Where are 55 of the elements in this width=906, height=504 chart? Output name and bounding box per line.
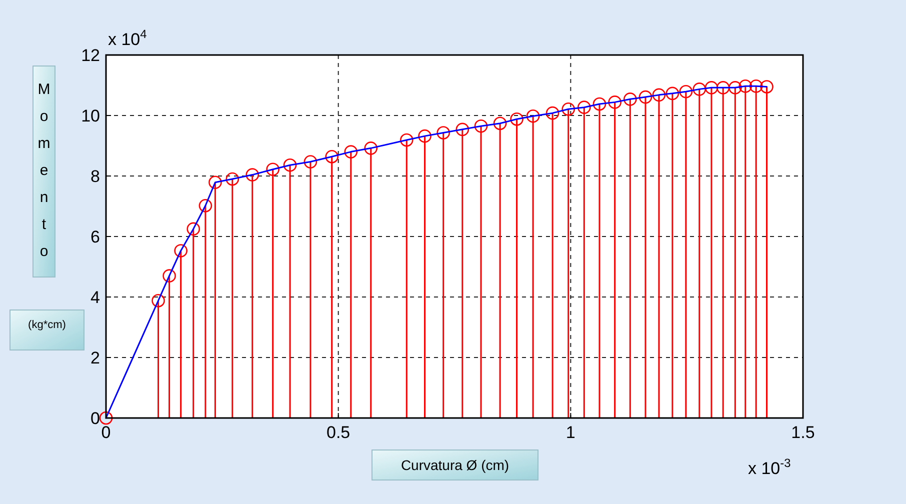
text: x 10$^{-3}$ bbox=[748, 456, 792, 478]
point bbox=[692, 82, 706, 96]
text: (kg*cm) bbox=[28, 319, 66, 331]
point bbox=[738, 80, 752, 93]
point bbox=[652, 88, 666, 102]
point bbox=[325, 150, 338, 164]
point bbox=[152, 294, 165, 308]
y-tick-label: 10 bbox=[81, 106, 100, 126]
point bbox=[749, 80, 763, 93]
point bbox=[666, 86, 680, 100]
point bbox=[493, 116, 507, 130]
point bbox=[246, 168, 260, 182]
point bbox=[174, 244, 188, 258]
point bbox=[623, 92, 637, 106]
point bbox=[99, 411, 113, 425]
point bbox=[728, 81, 742, 94]
point bbox=[577, 100, 591, 114]
point bbox=[418, 129, 432, 143]
y-tick-label: 2 bbox=[90, 348, 100, 368]
point bbox=[546, 106, 560, 120]
x-tick-label: 1 bbox=[566, 423, 576, 442]
point bbox=[638, 90, 652, 104]
point bbox=[283, 158, 297, 172]
y-tick-label: 4 bbox=[90, 288, 100, 307]
x-axis-title: Curvatura Ø (cm) bbox=[400, 457, 510, 473]
point bbox=[474, 119, 488, 133]
point bbox=[510, 112, 524, 126]
x-tick-label: 0.5 bbox=[326, 423, 350, 442]
point bbox=[679, 84, 693, 98]
point bbox=[436, 126, 450, 140]
point bbox=[704, 81, 718, 94]
point bbox=[198, 198, 212, 212]
y-axis-title: Momento bbox=[38, 81, 50, 260]
point bbox=[592, 97, 606, 111]
point bbox=[400, 133, 414, 147]
point bbox=[344, 145, 358, 158]
point bbox=[716, 81, 730, 94]
point bbox=[266, 162, 280, 176]
point bbox=[226, 172, 240, 186]
point bbox=[364, 142, 378, 155]
point bbox=[526, 109, 540, 123]
point bbox=[304, 155, 318, 168]
y-tick-label: 8 bbox=[90, 167, 100, 186]
y-tick-label: 0 bbox=[90, 409, 100, 428]
point bbox=[608, 96, 622, 109]
point bbox=[456, 122, 470, 136]
point bbox=[162, 269, 176, 282]
y-tick-label: 6 bbox=[90, 228, 100, 246]
point bbox=[186, 222, 200, 236]
x-tick-label: 1.5 bbox=[791, 423, 815, 442]
text: x 10$^{4}$ bbox=[108, 27, 148, 49]
point bbox=[760, 80, 774, 94]
point bbox=[208, 176, 222, 189]
point bbox=[562, 102, 575, 116]
y-tick-label: 12 bbox=[81, 46, 100, 65]
